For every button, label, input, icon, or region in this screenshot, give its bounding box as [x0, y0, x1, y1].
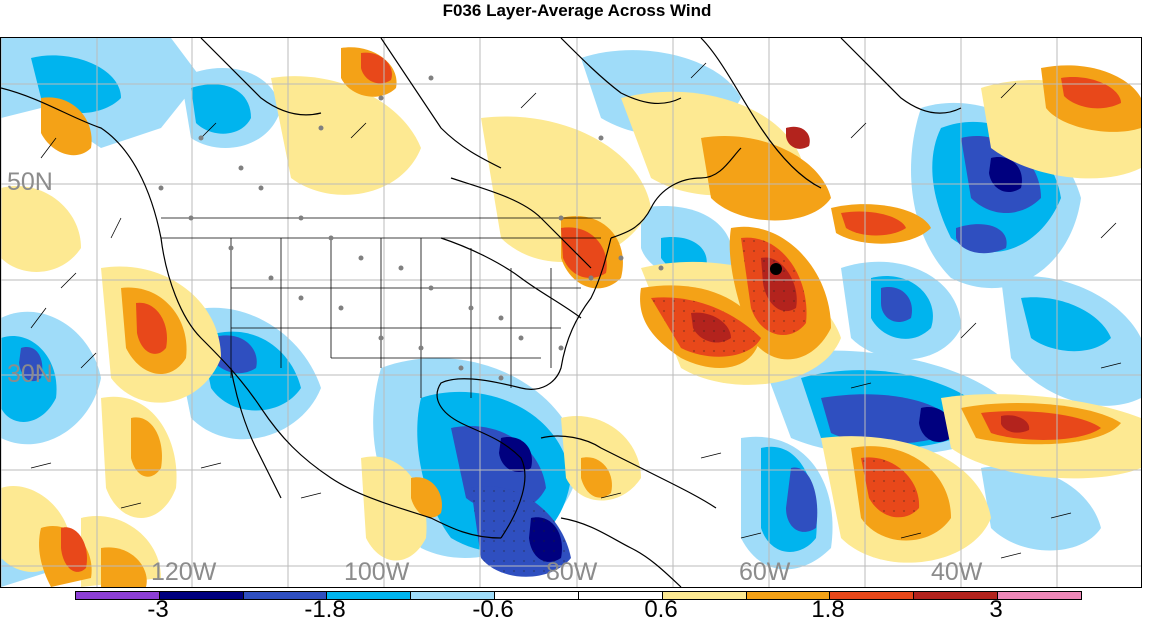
- colorbar-label-0-6: 0.6: [644, 596, 678, 623]
- colorbar-label-neg0-6: -0.6: [472, 596, 514, 623]
- colorbar-segment: [495, 592, 579, 599]
- contour-fills: [1, 38, 1141, 587]
- lat-label-50n: 50N: [7, 168, 53, 196]
- colorbar-label-neg3: -3: [147, 596, 169, 623]
- map-panel: 50N 30N 120W 100W 80W 60W 40W: [0, 37, 1142, 588]
- colorbar-segment: [662, 592, 747, 599]
- lat-label-30n: 30N: [7, 360, 53, 388]
- colorbar-segment: [76, 592, 160, 599]
- lon-label-80w: 80W: [546, 558, 598, 586]
- colorbar-segment: [998, 592, 1081, 599]
- colorbar: [75, 591, 1082, 600]
- lon-label-120w: 120W: [151, 558, 217, 586]
- colorbar-segment: [159, 592, 244, 599]
- forecast-map: [1, 38, 1141, 587]
- colorbar-segment: [914, 592, 999, 599]
- colorbar-label-3: 3: [989, 596, 1003, 623]
- coastlines: [1, 38, 962, 587]
- colorbar-segment: [411, 592, 496, 599]
- colorbar-segment: [830, 592, 915, 599]
- graticule: [1, 38, 1141, 587]
- wind-barbs: [30, 62, 1122, 559]
- colorbar-segment: [243, 592, 328, 599]
- highlight-point: [770, 263, 782, 275]
- colorbar-label-neg1-8: -1.8: [304, 596, 346, 623]
- colorbar-segment: [578, 592, 663, 599]
- colorbar-label-1-8: 1.8: [811, 596, 845, 623]
- colorbar-segment: [746, 592, 831, 599]
- lon-label-100w: 100W: [344, 558, 410, 586]
- lon-label-60w: 60W: [739, 558, 791, 586]
- map-title: F036 Layer-Average Across Wind: [442, 1, 712, 20]
- state-borders: [161, 217, 601, 398]
- station-dots: [158, 75, 664, 381]
- lon-label-40w: 40W: [931, 558, 983, 586]
- significance-stipple: [471, 237, 920, 577]
- colorbar-segment: [327, 592, 412, 599]
